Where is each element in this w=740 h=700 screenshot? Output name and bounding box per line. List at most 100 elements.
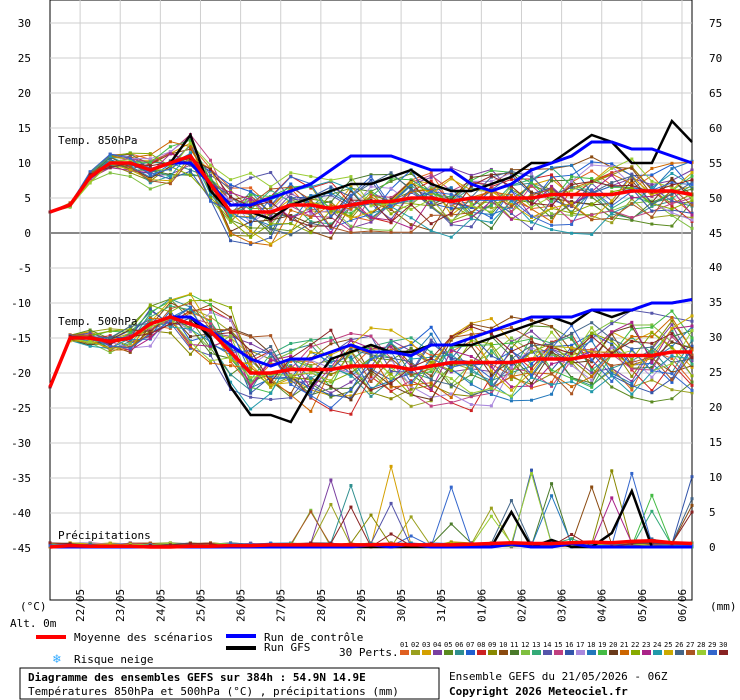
pert-point-t850 xyxy=(329,208,333,212)
pert-number: 27 xyxy=(686,641,694,649)
pert-point-t850 xyxy=(329,185,333,189)
pert-point-precip xyxy=(48,541,52,545)
right-tick-label: 5 xyxy=(709,506,716,519)
pert-point-t500 xyxy=(489,352,493,356)
pert-point-t500 xyxy=(650,325,654,329)
pert-point-t500 xyxy=(249,335,253,339)
pert-point-t850 xyxy=(128,171,132,175)
pert-number: 25 xyxy=(664,641,672,649)
left-tick-label: -25 xyxy=(11,402,31,415)
pert-point-t500 xyxy=(509,378,513,382)
pert-point-t850 xyxy=(469,179,473,183)
pert-point-t500 xyxy=(269,359,273,363)
pert-point-t500 xyxy=(88,328,92,332)
pert-point-t500 xyxy=(610,322,614,326)
pert-point-t500 xyxy=(188,308,192,312)
pert-point-t850 xyxy=(269,198,273,202)
pert-point-t850 xyxy=(429,192,433,196)
pert-point-t500 xyxy=(489,369,493,373)
left-tick-label: -45 xyxy=(11,542,31,555)
pert-point-t500 xyxy=(690,356,694,360)
pert-point-t500 xyxy=(610,379,614,383)
pert-point-t500 xyxy=(309,409,313,413)
pert-point-t850 xyxy=(389,228,393,232)
pert-point-t850 xyxy=(168,165,172,169)
pert-point-t500 xyxy=(229,336,233,340)
pert-point-t500 xyxy=(429,325,433,329)
pert-point-t500 xyxy=(570,380,574,384)
pert-point-t500 xyxy=(409,391,413,395)
pert-point-t500 xyxy=(269,375,273,379)
pert-number: 02 xyxy=(411,641,419,649)
pert-point-t850 xyxy=(469,225,473,229)
pert-point-t500 xyxy=(108,329,112,333)
pert-point-t850 xyxy=(369,185,373,189)
pert-point-t850 xyxy=(269,187,273,191)
pert-point-t500 xyxy=(469,391,473,395)
pert-point-t500 xyxy=(108,337,112,341)
pert-point-t500 xyxy=(670,327,674,331)
pert-point-t500 xyxy=(329,406,333,410)
pert-point-t850 xyxy=(650,166,654,170)
perturbation-legend: 01 02 03 04 05 06 07 08 09 10 11 12 13 14 15 16 17 18 19 20… xyxy=(400,641,728,655)
pert-point-t850 xyxy=(610,162,614,166)
pert-number: 21 xyxy=(620,641,628,649)
pert-point-t500 xyxy=(168,322,172,326)
pert-number: 16 xyxy=(565,641,573,649)
pert-point-t850 xyxy=(289,185,293,189)
pert-point-t850 xyxy=(289,215,293,219)
pert-point-t850 xyxy=(309,224,313,228)
pert-point-t500 xyxy=(309,343,313,347)
pert-point-t500 xyxy=(289,365,293,369)
pert-point-t850 xyxy=(369,195,373,199)
pert-point-t850 xyxy=(168,140,172,144)
pert-point-t850 xyxy=(369,190,373,194)
pert-point-t850 xyxy=(550,212,554,216)
right-tick-label: 15 xyxy=(709,436,722,449)
pert-point-t500 xyxy=(409,387,413,391)
right-tick-label: 20 xyxy=(709,401,722,414)
pert-point-t850 xyxy=(409,199,413,203)
pert-point-t500 xyxy=(269,391,273,395)
pert-point-t500 xyxy=(389,389,393,393)
pert-point-precip xyxy=(389,501,393,505)
pert-point-t850 xyxy=(229,197,233,201)
pert-number: 13 xyxy=(532,641,540,649)
pert-point-t850 xyxy=(389,207,393,211)
pert-point-t500 xyxy=(349,332,353,336)
pert-point-t850 xyxy=(570,211,574,215)
pert-point-t500 xyxy=(509,363,513,367)
pert-point-t850 xyxy=(349,224,353,228)
pert-point-t850 xyxy=(168,174,172,178)
pert-point-t500 xyxy=(128,328,132,332)
pert-point-t850 xyxy=(610,211,614,215)
legend-snow-label: Risque neige xyxy=(74,653,153,666)
pert-point-t850 xyxy=(309,220,313,224)
pert-point-t850 xyxy=(309,215,313,219)
pert-point-t850 xyxy=(530,214,533,218)
pert-swatch xyxy=(609,650,618,655)
pert-point-t850 xyxy=(168,179,172,183)
pert-point-t850 xyxy=(670,224,674,228)
pert-point-t850 xyxy=(570,186,574,190)
pert-point-t500 xyxy=(229,388,233,392)
pert-point-t500 xyxy=(209,353,212,357)
pert-point-t500 xyxy=(670,332,674,336)
right-tick-label: 30 xyxy=(709,331,722,344)
pert-point-t500 xyxy=(530,335,533,339)
pert-point-t500 xyxy=(229,347,233,351)
pert-point-t850 xyxy=(650,186,654,190)
pert-point-t850 xyxy=(389,202,393,206)
pert-point-t500 xyxy=(570,335,574,339)
pert-point-t500 xyxy=(469,403,473,407)
pert-point-t500 xyxy=(188,327,192,331)
pert-point-t850 xyxy=(670,185,674,189)
pert-point-t500 xyxy=(229,356,233,360)
pert-point-t850 xyxy=(550,228,554,232)
pert-point-t500 xyxy=(530,324,533,328)
pert-point-t500 xyxy=(489,317,493,321)
pert-point-t850 xyxy=(630,182,634,186)
pert-point-t850 xyxy=(550,187,554,191)
right-tick-label: 45 xyxy=(709,227,722,240)
pert-point-t850 xyxy=(389,220,393,224)
